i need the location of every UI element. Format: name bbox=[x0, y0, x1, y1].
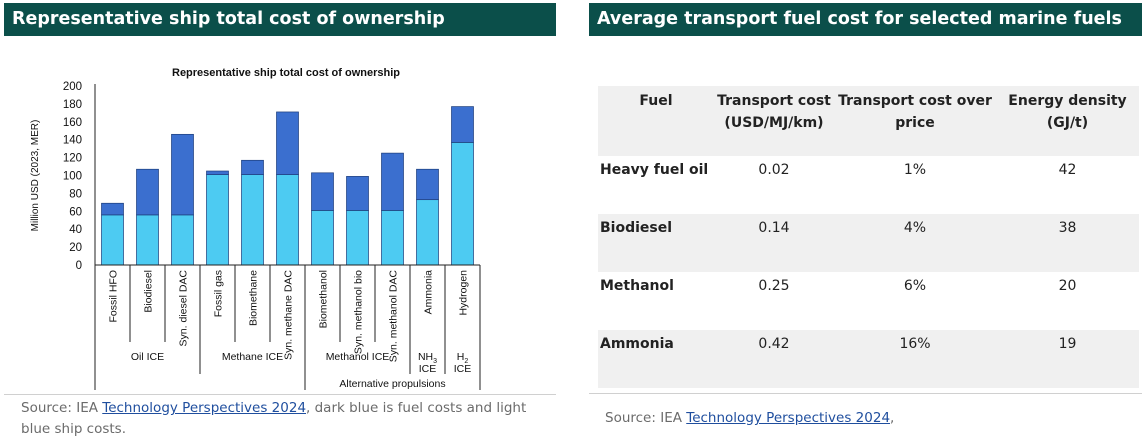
y-tick-label: 140 bbox=[63, 135, 82, 147]
y-tick-label: 80 bbox=[69, 188, 82, 200]
cell-fuel: Ammonia bbox=[600, 336, 674, 352]
bar-segment-light bbox=[241, 174, 264, 266]
bar-segment-dark bbox=[206, 170, 229, 175]
supergroup-label: Alternative propulsions bbox=[339, 378, 445, 390]
left-source-note: Source: IEA Technology Perspectives 2024… bbox=[21, 398, 551, 440]
source-link[interactable]: Technology Perspectives 2024 bbox=[686, 410, 891, 426]
y-tick-label: 160 bbox=[63, 117, 82, 129]
table-row: Methanol 0.25 6% 20 bbox=[598, 272, 1139, 330]
col-header-energy-density: Energy density (GJ/t) bbox=[1008, 93, 1127, 131]
x-tick-label: Syn. methanol bio bbox=[353, 270, 365, 354]
bar-segment-light bbox=[416, 199, 439, 266]
table-row: Ammonia 0.42 16% 19 bbox=[598, 330, 1139, 388]
source-prefix: Source: IEA bbox=[605, 410, 687, 426]
cell-energy-density: 42 bbox=[1058, 162, 1077, 178]
group-label-line2: ICE bbox=[419, 363, 437, 375]
col-header-transport-cost: Transport cost (USD/MJ/km) bbox=[717, 93, 831, 131]
cell-energy-density: 20 bbox=[1058, 278, 1077, 294]
bar-segment-light bbox=[171, 214, 194, 266]
y-tick-label: 100 bbox=[63, 171, 82, 183]
right-panel-title: Average transport fuel cost for selected… bbox=[589, 3, 1142, 36]
x-tick-label: Biodiesel bbox=[143, 270, 155, 313]
group-label: Oil ICE bbox=[131, 351, 164, 363]
left-panel-title: Representative ship total cost of owners… bbox=[4, 3, 556, 36]
bar-segment-light bbox=[276, 174, 299, 266]
y-tick-label: 180 bbox=[63, 99, 82, 111]
x-tick-label: Biomethane bbox=[248, 270, 260, 326]
y-axis-label: Million USD (2023, MER) bbox=[30, 120, 41, 232]
bar-segment-light bbox=[451, 142, 474, 266]
x-tick-label: Fossil gas bbox=[213, 270, 225, 317]
y-tick-label: 0 bbox=[76, 260, 82, 272]
bar-segment-light bbox=[101, 214, 124, 266]
source-suffix: , dark blue is fuel costs and light blue… bbox=[21, 400, 527, 437]
y-tick-label: 60 bbox=[69, 206, 82, 218]
bar-segment-dark bbox=[276, 111, 299, 175]
group-label-line2: ICE bbox=[454, 363, 472, 375]
table-header-row: Fuel Transport cost (USD/MJ/km) Transpor… bbox=[598, 86, 1139, 156]
x-tick-label: Biomethanol bbox=[318, 270, 330, 328]
bar-segment-dark bbox=[346, 176, 369, 211]
left-divider bbox=[4, 394, 556, 395]
x-tick-label: Ammonia bbox=[423, 270, 435, 315]
bar-segment-dark bbox=[381, 152, 404, 211]
x-tick-label: Syn. methane DAC bbox=[283, 270, 295, 360]
bar-segment-dark bbox=[101, 202, 124, 216]
bar-segment-light bbox=[311, 210, 334, 266]
fuel-cost-table: Fuel Transport cost (USD/MJ/km) Transpor… bbox=[598, 86, 1139, 388]
cell-fuel: Methanol bbox=[600, 278, 674, 294]
cell-transport-cost: 0.02 bbox=[758, 162, 790, 178]
cell-fuel: Heavy fuel oil bbox=[600, 162, 709, 178]
bar-segment-light bbox=[346, 210, 369, 266]
chart-title: Representative ship total cost of owners… bbox=[172, 67, 400, 79]
table-row: Heavy fuel oil 0.02 1% 42 bbox=[598, 156, 1139, 214]
group-label: NH3 bbox=[418, 351, 437, 365]
cell-transport-cost: 0.25 bbox=[758, 278, 790, 294]
source-suffix: , bbox=[890, 410, 895, 426]
x-tick-label: Hydrogen bbox=[458, 270, 470, 316]
source-link[interactable]: Technology Perspectives 2024 bbox=[102, 400, 307, 416]
right-source-note: Source: IEA Technology Perspectives 2024… bbox=[605, 408, 1135, 429]
cell-transport-cost: 0.14 bbox=[758, 220, 790, 236]
y-tick-label: 20 bbox=[69, 242, 82, 254]
table-row: Biodiesel 0.14 4% 38 bbox=[598, 214, 1139, 272]
cell-cost-over-price: 16% bbox=[899, 336, 931, 352]
group-label: Methane ICE bbox=[222, 351, 283, 363]
y-tick-label: 120 bbox=[63, 153, 82, 165]
bar-segment-dark bbox=[311, 172, 334, 211]
bar-segment-dark bbox=[241, 159, 264, 175]
bar-segment-dark bbox=[451, 106, 474, 143]
source-prefix: Source: IEA bbox=[21, 400, 103, 416]
bar-segment-light bbox=[206, 174, 229, 266]
cell-cost-over-price: 4% bbox=[903, 220, 927, 236]
ship-tco-chart: Representative ship total cost of owners… bbox=[30, 67, 481, 390]
bar-segment-dark bbox=[416, 168, 439, 201]
x-tick-label: Syn. methanol DAC bbox=[388, 270, 400, 363]
right-divider bbox=[589, 393, 1142, 394]
col-header-fuel: Fuel bbox=[639, 93, 673, 109]
cell-cost-over-price: 1% bbox=[903, 162, 927, 178]
cell-fuel: Biodiesel bbox=[600, 220, 673, 236]
group-label: Methanol ICE bbox=[326, 351, 390, 363]
cell-energy-density: 38 bbox=[1058, 220, 1077, 236]
bar-segment-light bbox=[136, 214, 159, 266]
bar-segment-light bbox=[381, 210, 404, 266]
cell-cost-over-price: 6% bbox=[903, 278, 927, 294]
x-tick-label: Fossil HFO bbox=[108, 270, 120, 323]
bar-segment-dark bbox=[171, 133, 194, 216]
cell-transport-cost: 0.42 bbox=[758, 336, 790, 352]
group-label: H2 bbox=[457, 351, 469, 365]
y-tick-label: 40 bbox=[69, 224, 82, 236]
col-header-cost-over-price: Transport cost over price bbox=[838, 93, 992, 131]
bar-segment-dark bbox=[136, 168, 159, 216]
cell-energy-density: 19 bbox=[1058, 336, 1077, 352]
y-tick-label: 200 bbox=[63, 81, 82, 93]
x-tick-label: Syn. diesel DAC bbox=[178, 270, 190, 347]
